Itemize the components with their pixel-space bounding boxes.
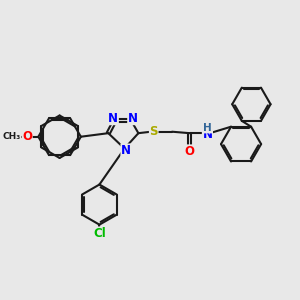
Text: N: N: [128, 112, 138, 124]
Text: H: H: [203, 123, 212, 133]
Text: N: N: [121, 144, 131, 157]
Text: S: S: [149, 125, 158, 138]
Text: O: O: [22, 130, 32, 143]
Text: CH₃: CH₃: [2, 132, 21, 141]
Text: N: N: [202, 128, 212, 142]
Text: Cl: Cl: [93, 227, 106, 240]
Text: N: N: [108, 112, 118, 124]
Text: O: O: [184, 145, 194, 158]
